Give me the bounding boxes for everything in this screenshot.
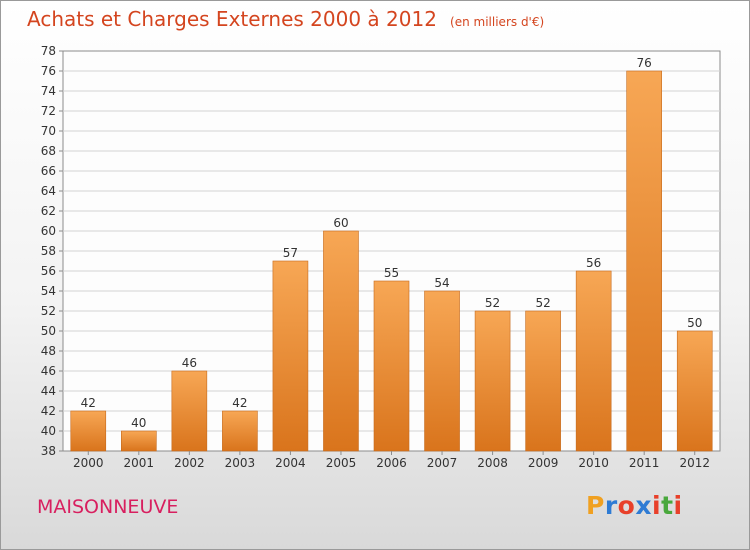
y-tick-label: 64 bbox=[41, 184, 56, 198]
data-label: 42 bbox=[81, 396, 96, 410]
data-label: 40 bbox=[131, 416, 146, 430]
x-tick-label: 2010 bbox=[578, 456, 609, 470]
proxiti-logo[interactable]: Proxiti bbox=[586, 491, 683, 520]
x-tick-label: 2006 bbox=[376, 456, 407, 470]
data-label: 57 bbox=[283, 246, 298, 260]
y-tick-label: 50 bbox=[41, 324, 56, 338]
data-label: 42 bbox=[232, 396, 247, 410]
chart-title: Achats et Charges Externes 2000 à 2012 bbox=[27, 7, 437, 31]
y-axis: 38 40 42 44 46 48 50 52 54 56 58 60 62 64 66 68 70 72 74 76… bbox=[41, 44, 63, 458]
chart-subtitle: (en milliers d'€) bbox=[450, 15, 545, 29]
data-label: 56 bbox=[586, 256, 601, 270]
data-label: 52 bbox=[535, 296, 550, 310]
data-label: 46 bbox=[182, 356, 197, 370]
y-tick-label: 56 bbox=[41, 264, 56, 278]
x-tick-label: 2005 bbox=[326, 456, 357, 470]
y-tick-label: 44 bbox=[41, 384, 56, 398]
y-tick-label: 58 bbox=[41, 244, 56, 258]
x-tick-label: 2007 bbox=[427, 456, 458, 470]
x-tick-label: 2002 bbox=[174, 456, 205, 470]
x-tick-label: 2012 bbox=[679, 456, 710, 470]
logo-letter: t bbox=[661, 491, 674, 520]
logo-letter: r bbox=[604, 491, 618, 520]
logo-letter: i bbox=[652, 491, 662, 520]
bar-2010 bbox=[575, 270, 612, 452]
y-tick-label: 48 bbox=[41, 344, 56, 358]
title-row: Achats et Charges Externes 2000 à 2012 (… bbox=[27, 7, 544, 31]
y-tick-label: 72 bbox=[41, 104, 56, 118]
bar-2005 bbox=[323, 230, 359, 452]
data-label: 50 bbox=[687, 316, 702, 330]
y-tick-label: 46 bbox=[41, 364, 56, 378]
bar-2002 bbox=[171, 370, 208, 452]
y-tick-label: 78 bbox=[41, 44, 56, 58]
data-label: 76 bbox=[637, 56, 652, 70]
bar-2001 bbox=[121, 430, 157, 452]
bar-2008 bbox=[474, 310, 511, 452]
x-tick-label: 2003 bbox=[225, 456, 256, 470]
x-tick-label: 2000 bbox=[73, 456, 104, 470]
logo-letter: P bbox=[586, 491, 605, 520]
data-label: 54 bbox=[434, 276, 449, 290]
y-tick-label: 68 bbox=[41, 144, 56, 158]
y-tick-label: 70 bbox=[41, 124, 56, 138]
x-tick-label: 2001 bbox=[124, 456, 155, 470]
bar-2009 bbox=[525, 310, 561, 452]
y-tick-label: 54 bbox=[41, 284, 56, 298]
logo-letter: o bbox=[617, 491, 636, 520]
y-tick-label: 62 bbox=[41, 204, 56, 218]
bar-2012 bbox=[676, 330, 713, 452]
y-tick-label: 66 bbox=[41, 164, 56, 178]
y-tick-label: 76 bbox=[41, 64, 56, 78]
y-tick-label: 52 bbox=[41, 304, 56, 318]
bar-2000 bbox=[70, 410, 107, 452]
bar-2011 bbox=[626, 70, 662, 452]
commune-name: MAISONNEUVE bbox=[37, 496, 179, 518]
y-tick-label: 38 bbox=[41, 444, 56, 458]
y-tick-label: 74 bbox=[41, 84, 56, 98]
data-labels: 42 40 46 42 57 60 55 54 52 52 56 76 50 bbox=[81, 56, 703, 430]
y-tick-label: 60 bbox=[41, 224, 56, 238]
bar-2007 bbox=[424, 290, 460, 452]
data-label: 55 bbox=[384, 266, 399, 280]
data-label: 60 bbox=[333, 216, 348, 230]
x-tick-label: 2004 bbox=[275, 456, 306, 470]
y-tick-label: 42 bbox=[41, 404, 56, 418]
y-tick-label: 40 bbox=[41, 424, 56, 438]
logo-letter: i bbox=[673, 491, 683, 520]
bar-2006 bbox=[373, 280, 410, 452]
x-tick-label: 2011 bbox=[629, 456, 660, 470]
bar-2003 bbox=[222, 410, 258, 452]
x-axis: 2000 2001 2002 2003 2004 2005 2006 2007 2008 2009… bbox=[73, 451, 710, 470]
data-label: 52 bbox=[485, 296, 500, 310]
x-tick-label: 2009 bbox=[528, 456, 559, 470]
bar-2004 bbox=[272, 260, 309, 452]
x-tick-label: 2008 bbox=[477, 456, 508, 470]
logo-letter: x bbox=[635, 491, 652, 520]
bars bbox=[70, 70, 713, 452]
